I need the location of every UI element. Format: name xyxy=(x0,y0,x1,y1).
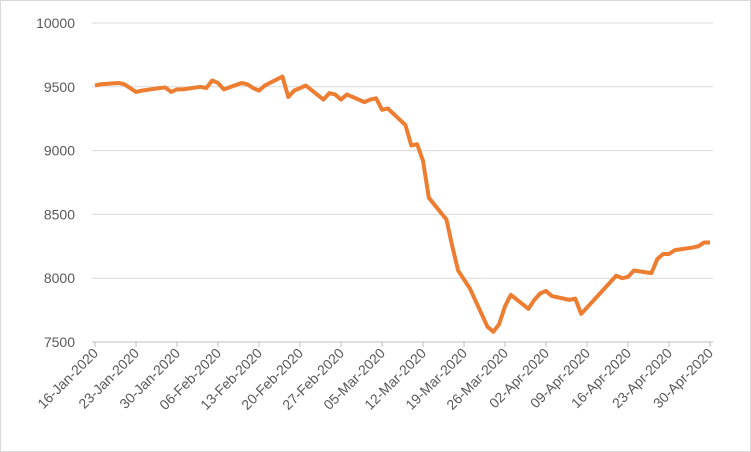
y-tick-label: 7500 xyxy=(44,334,75,350)
data-line xyxy=(94,74,710,334)
y-tick-label: 10000 xyxy=(36,15,75,31)
y-tick-label: 9000 xyxy=(44,143,75,159)
y-tick-label: 8000 xyxy=(44,270,75,286)
y-tick-label: 9500 xyxy=(44,79,75,95)
y-tick-label: 8500 xyxy=(44,206,75,222)
